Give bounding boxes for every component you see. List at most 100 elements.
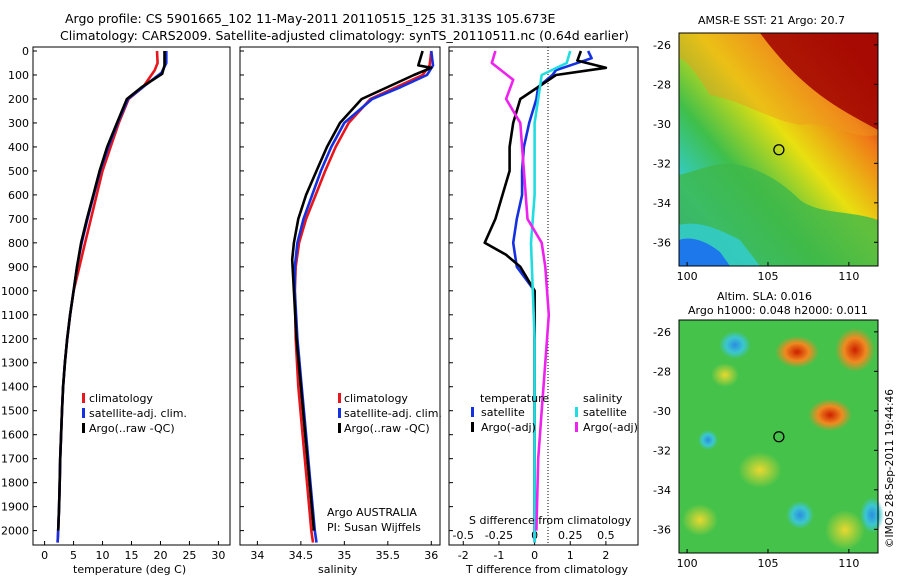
- temperature-panel: 0 5 10 15 20 25 30 0 100 200 300 400 500 600 700 800 90…: [1, 45, 231, 576]
- map-y-tick-label: -36: [653, 236, 671, 249]
- depth-tick-label: 1800: [1, 477, 29, 490]
- x-tick-label: 34: [250, 549, 264, 562]
- legend-sal-satellite-label: satellite: [583, 406, 627, 419]
- map-y-tick-label: -26: [653, 326, 671, 339]
- legend-sal-satellite-swatch: [575, 407, 578, 417]
- sla-map-field: [679, 320, 884, 553]
- sst-hot-region: [760, 33, 878, 130]
- depth-tick-label: 600: [8, 189, 29, 202]
- float-country-label: Argo AUSTRALIA: [327, 506, 417, 519]
- map-y-tick-label: -34: [653, 484, 671, 497]
- difference-panel: -2 -1 0 1 2-0.5 -0.25 0 0.25 0.5 S difference fr…: [448, 46, 639, 576]
- map-y-tick-label: -28: [653, 365, 671, 378]
- map-y-tick-label: -30: [653, 118, 671, 131]
- x-tick-label: 15: [125, 549, 139, 562]
- x-tick-label: 10: [96, 549, 110, 562]
- depth-tick-label: 0: [22, 45, 29, 58]
- legend-climatology-swatch: [338, 393, 341, 403]
- legend-salinity-title: salinity: [583, 392, 623, 405]
- sla-eddy: [775, 336, 819, 368]
- x-tick-label: 35: [337, 549, 351, 562]
- x-tick-label: 30: [211, 549, 225, 562]
- depth-axis-ticks: 0 100 200 300 400 500 600 700 800 900 1000 1100 1200…: [1, 45, 37, 538]
- salinity-legend: climatology satellite-adj. clim. Argo(..…: [338, 392, 442, 435]
- sst-blue-region: [679, 238, 730, 266]
- map-x-tick-label: 110: [838, 270, 859, 283]
- depth-tick-label: 200: [8, 93, 29, 106]
- sla-y-ticks: -26 -28 -30 -32 -34 -36: [653, 326, 878, 536]
- x-tick-label: -1: [493, 549, 504, 562]
- legend-argo-swatch: [338, 423, 341, 433]
- map-x-tick-label: 100: [677, 270, 698, 283]
- map-y-tick-label: -30: [653, 405, 671, 418]
- legend-sal-argo-label: Argo(-adj): [583, 421, 638, 434]
- temperature-plot-frame: [32, 46, 231, 546]
- s-difference-label: S difference from climatology: [469, 514, 632, 527]
- depth-tick-label: 2000: [1, 525, 29, 538]
- x-tick-label: 34.5: [289, 549, 314, 562]
- legend-temp-satellite-label: satellite: [481, 406, 525, 419]
- sla-eddy: [835, 328, 875, 372]
- salinity-series: [290, 50, 435, 543]
- copyright-footer: ©IMOS 28-Sep-2011 19:44:46: [884, 389, 896, 548]
- depth-tick-label: 1200: [1, 333, 29, 346]
- sla-eddy: [786, 501, 814, 529]
- map-y-tick-label: -34: [653, 197, 671, 210]
- s-tick-label: -0.25: [485, 529, 513, 542]
- sla-eddy: [860, 497, 884, 533]
- sst-x-ticks: 100 105 110: [677, 262, 859, 283]
- map-x-tick-label: 105: [757, 557, 778, 570]
- series-line-salinity-argo-adj-: [490, 50, 551, 531]
- difference-legend: temperature salinity satellite Argo(-adj…: [471, 392, 638, 434]
- legend-temp-argo-label: Argo(-adj): [481, 421, 536, 434]
- sla-eddy: [711, 363, 739, 387]
- sla-eddy: [682, 504, 718, 536]
- sla-eddy: [808, 399, 852, 431]
- map-x-tick-label: 110: [838, 557, 859, 570]
- legend-climatology-label: climatology: [89, 392, 153, 405]
- legend-temp-argo-swatch: [471, 422, 474, 432]
- sst-map-title: AMSR-E SST: 21 Argo: 20.7: [698, 14, 845, 27]
- sla-map: Altim. SLA: 0.016 Argo h1000: 0.048 h200…: [653, 290, 884, 570]
- sla-map-subtitle: Argo h1000: 0.048 h2000: 0.011: [688, 304, 868, 317]
- s-tick-label: 0.25: [558, 529, 583, 542]
- float-pi-label: PI: Susan Wijffels: [327, 521, 421, 534]
- map-y-tick-label: -26: [653, 39, 671, 52]
- depth-tick-label: 1100: [1, 309, 29, 322]
- sst-map-field: [679, 33, 878, 266]
- x-tick-label: -2: [458, 549, 469, 562]
- depth-tick-label: 1500: [1, 405, 29, 418]
- legend-climatology-label: climatology: [344, 392, 408, 405]
- legend-climatology-swatch: [82, 393, 85, 403]
- sla-eddy: [738, 452, 782, 488]
- s-tick-label: 0.5: [597, 529, 615, 542]
- map-x-tick-label: 105: [757, 270, 778, 283]
- depth-tick-label: 700: [8, 213, 29, 226]
- salinity-xlabel: salinity: [318, 563, 358, 576]
- x-tick-label: 36: [424, 549, 438, 562]
- depth-tick-label: 900: [8, 261, 29, 274]
- series-line-climatology: [293, 50, 433, 543]
- x-tick-label: 0: [531, 549, 538, 562]
- salinity-panel: 34 34.5 35 35.5 36 salinity climatology sate…: [239, 46, 442, 576]
- map-y-tick-label: -32: [653, 157, 671, 170]
- depth-tick-label: 100: [8, 69, 29, 82]
- series-line-argo-raw-qc-: [290, 50, 433, 531]
- x-tick-label: 35.5: [376, 549, 401, 562]
- depth-tick-label: 1600: [1, 429, 29, 442]
- legend-argo-label: Argo(..raw -QC): [89, 422, 175, 435]
- legend-satellite-swatch: [338, 408, 341, 418]
- map-y-tick-label: -36: [653, 523, 671, 536]
- difference-x-ticks: -2 -1 0 1 2-0.5 -0.25 0 0.25 0.5: [449, 50, 615, 562]
- depth-tick-label: 1000: [1, 285, 29, 298]
- sla-x-ticks: 100 105 110: [677, 549, 859, 570]
- depth-tick-label: 800: [8, 237, 29, 250]
- depth-tick-label: 1900: [1, 501, 29, 514]
- sla-map-frame: [678, 319, 879, 554]
- legend-satellite-swatch: [82, 408, 85, 418]
- depth-tick-label: 300: [8, 117, 29, 130]
- sst-map: AMSR-E SST: 21 Argo: 20.7 -26 -28 -30 -32 -3…: [653, 14, 879, 283]
- header-line-1: Argo profile: CS 5901665_102 11-May-2011…: [65, 11, 555, 26]
- depth-tick-label: 500: [8, 165, 29, 178]
